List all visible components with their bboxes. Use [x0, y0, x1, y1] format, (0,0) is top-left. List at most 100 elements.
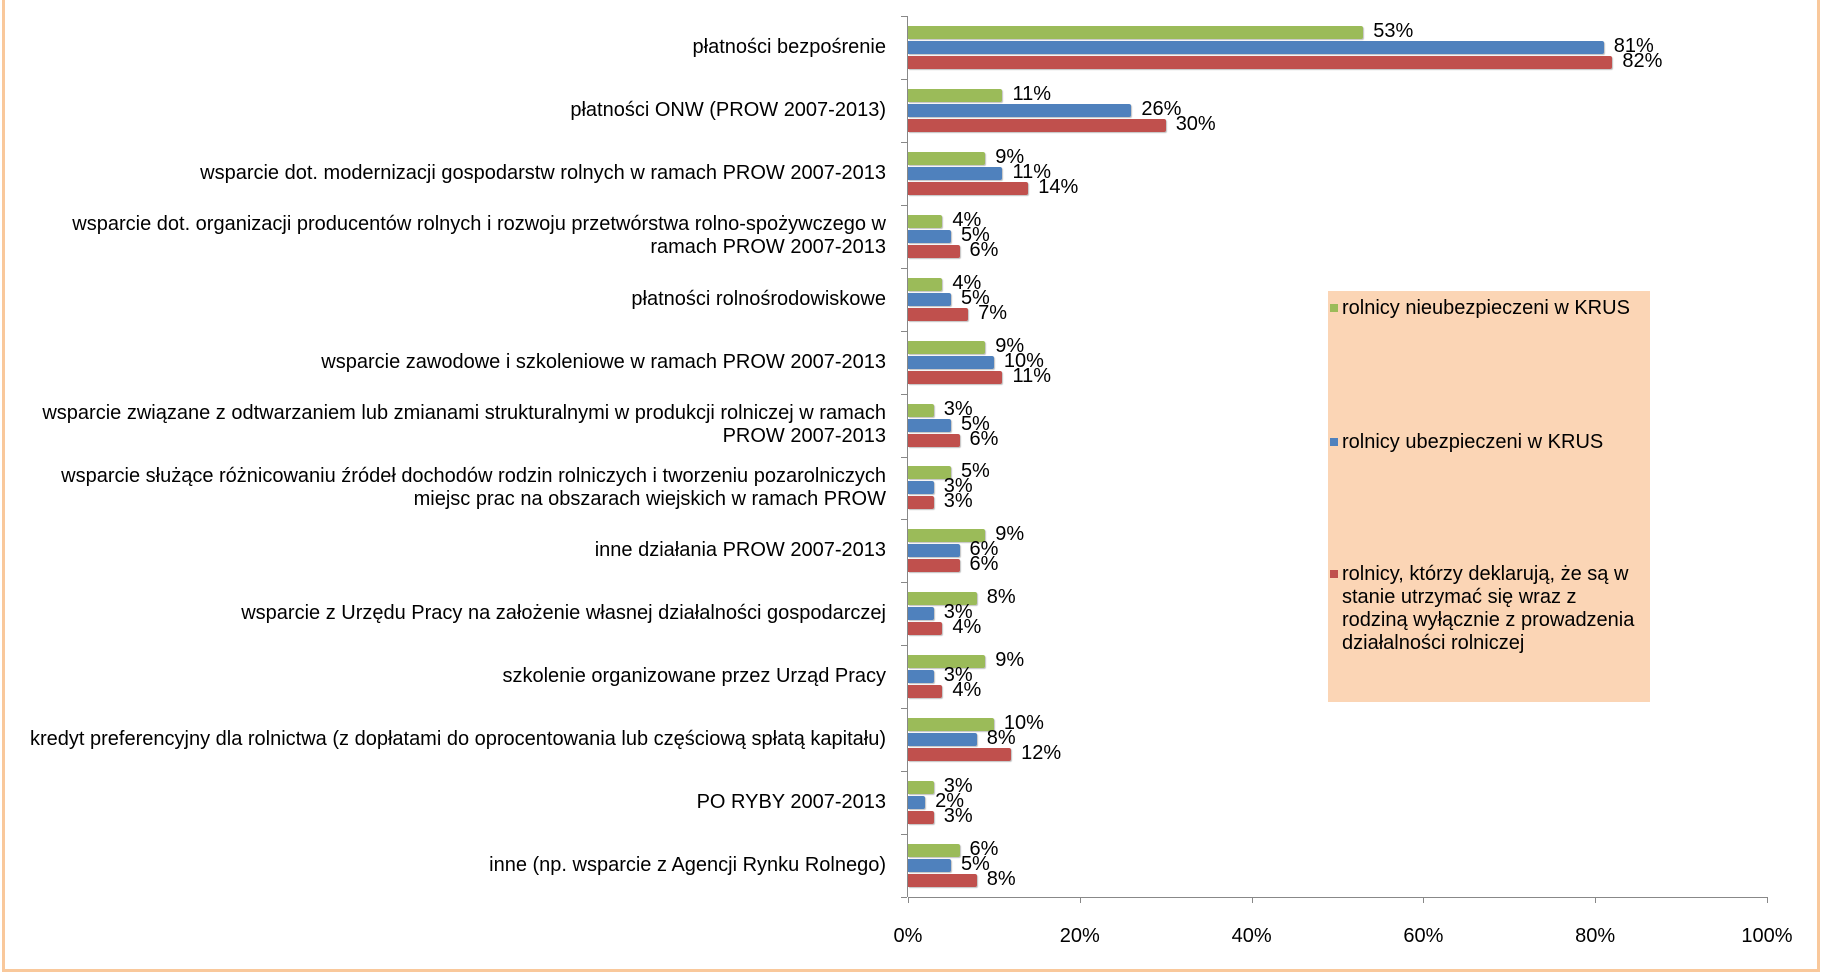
- value-label: 6%: [969, 538, 999, 561]
- value-label: 4%: [952, 271, 982, 294]
- value-label: 3%: [943, 475, 973, 498]
- x-tick-label: 20%: [1059, 925, 1100, 947]
- value-label: 11%: [1012, 82, 1052, 105]
- category-label: wsparcie służące różnicowaniu źródeł doc…: [61, 464, 886, 510]
- legend: rolnicy nieubezpieczeni w KRUS rolnicy ub…: [1328, 291, 1650, 702]
- x-tick-mark: [1423, 897, 1425, 903]
- value-label: 7%: [978, 301, 1008, 324]
- x-tick-mark: [1251, 897, 1253, 903]
- y-tick-mark: [901, 456, 907, 458]
- x-tick-label: 60%: [1403, 925, 1444, 947]
- value-label: 10%: [1003, 712, 1044, 735]
- bar: [908, 433, 960, 447]
- value-label: 5%: [960, 286, 990, 309]
- value-label: 3%: [943, 775, 973, 798]
- bar: [908, 292, 951, 306]
- y-tick-mark: [901, 897, 907, 898]
- bar: [908, 781, 934, 795]
- x-tick-mark: [1079, 897, 1081, 903]
- value-label: 8%: [986, 586, 1016, 609]
- value-label: 8%: [986, 727, 1016, 750]
- bar: [908, 592, 977, 606]
- category-label: płatności rolnośrodowiskowe: [631, 287, 886, 310]
- value-label: 4%: [952, 616, 982, 639]
- bar: [908, 607, 934, 621]
- legend-swatch: [1330, 438, 1338, 446]
- value-label: 82%: [1622, 49, 1663, 72]
- value-label: 9%: [995, 523, 1025, 546]
- value-label: 6%: [969, 238, 999, 261]
- x-tick-label: 100%: [1741, 925, 1793, 947]
- y-tick-mark: [901, 645, 907, 647]
- value-label: 3%: [943, 490, 973, 513]
- value-label: 9%: [995, 649, 1025, 672]
- bar: [908, 529, 986, 543]
- bar: [908, 544, 960, 558]
- category-label: wsparcie dot. modernizacji gospodarstw r…: [200, 161, 886, 184]
- y-tick-mark: [901, 708, 907, 710]
- bar: [908, 733, 977, 747]
- value-label: 3%: [943, 397, 973, 420]
- bar: [908, 811, 934, 825]
- y-tick-mark: [901, 582, 907, 584]
- value-label: 6%: [969, 838, 999, 861]
- x-axis-line: [908, 897, 1767, 898]
- value-label: 5%: [960, 460, 990, 483]
- bar: [908, 685, 943, 699]
- y-tick-mark: [901, 204, 907, 206]
- value-label: 6%: [969, 427, 999, 450]
- value-label: 8%: [986, 868, 1016, 891]
- value-label: 11%: [1012, 364, 1052, 387]
- bar: [908, 748, 1012, 762]
- y-tick-mark: [901, 834, 907, 836]
- bar: [908, 151, 986, 165]
- value-label: 30%: [1175, 112, 1216, 135]
- value-label: 10%: [1003, 349, 1044, 372]
- x-tick-label: 0%: [893, 925, 923, 947]
- category-label: wsparcie dot. organizacji producentów ro…: [72, 213, 886, 259]
- value-label: 5%: [960, 412, 990, 435]
- bar: [908, 103, 1132, 117]
- legend-swatch: [1330, 304, 1338, 312]
- bar: [908, 25, 1364, 39]
- value-label: 3%: [943, 664, 973, 687]
- value-label: 5%: [960, 853, 990, 876]
- value-label: 11%: [1012, 160, 1052, 183]
- bar: [908, 277, 943, 291]
- bar: [908, 859, 951, 873]
- bar: [908, 166, 1003, 180]
- value-label: 53%: [1373, 19, 1414, 42]
- bar: [908, 229, 951, 243]
- y-tick-mark: [901, 771, 907, 773]
- bar: [908, 796, 926, 810]
- category-label: wsparcie związane z odtwarzaniem lub zmi…: [42, 402, 886, 448]
- bar: [908, 244, 960, 258]
- y-tick-mark: [901, 393, 907, 395]
- legend-item: rolnicy, którzy deklarują, że są w stani…: [1330, 563, 1642, 655]
- bar: [908, 370, 1003, 384]
- value-label: 6%: [969, 553, 999, 576]
- value-label: 4%: [952, 679, 982, 702]
- value-label: 81%: [1613, 34, 1654, 57]
- y-tick-mark: [901, 519, 907, 521]
- value-label: 3%: [943, 805, 973, 828]
- category-label: płatności bezpośrenie: [692, 35, 886, 58]
- category-label: kredyt preferencyjny dla rolnictwa (z do…: [30, 728, 886, 751]
- category-label: szkolenie organizowane przez Urząd Pracy: [502, 665, 886, 688]
- bar: [908, 481, 934, 495]
- bar: [908, 622, 943, 636]
- category-label: inne (np. wsparcie z Agencji Rynku Rolne…: [489, 854, 886, 877]
- bar: [908, 118, 1166, 132]
- category-label: wsparcie z Urzędu Pracy na założenie wła…: [241, 602, 886, 625]
- bar: [908, 55, 1613, 69]
- x-tick-mark: [908, 897, 909, 903]
- bar: [908, 418, 951, 432]
- bar: [908, 874, 977, 888]
- bar: [908, 466, 951, 480]
- value-label: 26%: [1141, 97, 1182, 120]
- y-tick-mark: [901, 267, 907, 269]
- bar: [908, 355, 994, 369]
- category-label: PO RYBY 2007-2013: [696, 791, 886, 814]
- bar: [908, 307, 969, 321]
